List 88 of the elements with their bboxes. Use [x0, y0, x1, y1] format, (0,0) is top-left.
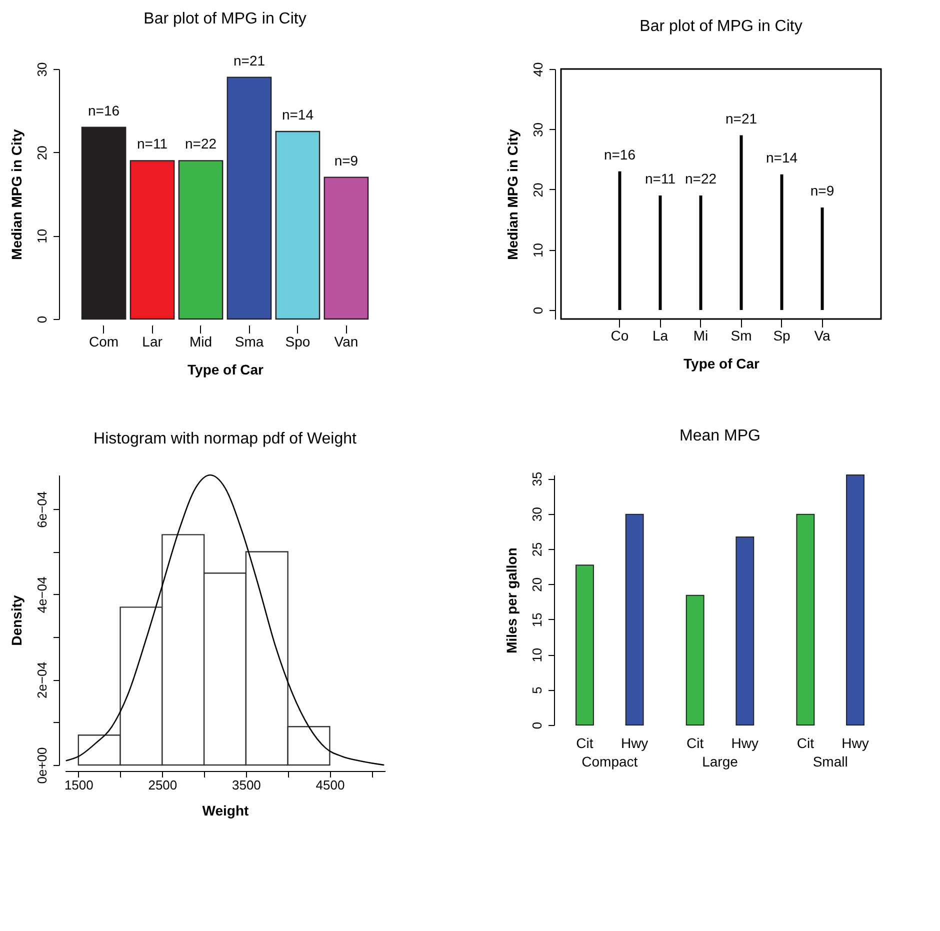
y-tick-label: 15 [530, 612, 544, 628]
y-tick-label: 2e−04 [34, 662, 50, 698]
bar [820, 208, 824, 310]
y-tick-label: 25 [530, 542, 544, 557]
bar [625, 514, 644, 726]
x-axis-title: Type of Car [684, 356, 760, 372]
y-tick-label: 40 [530, 62, 546, 77]
x-tick-label: Mi [693, 328, 708, 344]
annotation: n=16 [88, 102, 120, 118]
annotation: n=14 [282, 106, 314, 122]
bar [576, 564, 594, 726]
chart-title: Mean MPG [680, 427, 760, 444]
x-tick-label: Spo [285, 334, 310, 350]
x-axis-title: Type of Car [188, 362, 264, 378]
chart-title: Histogram with normap pdf of Weight [94, 430, 358, 448]
x-tick-label: Lar [142, 334, 163, 350]
annotation: n=11 [644, 170, 676, 187]
x-tick-label: Van [334, 334, 358, 350]
annotation: n=9 [334, 152, 358, 168]
y-tick-label: 0 [530, 306, 546, 314]
x-tick-label: Co [610, 328, 629, 344]
bar [740, 135, 743, 310]
chart-title: Bar plot of MPG in City [640, 18, 802, 35]
y-tick-label: 10 [530, 648, 544, 662]
bar [846, 474, 864, 726]
y-axis-title: Median MPG in City [504, 128, 520, 260]
y-tick-label: 4e−04 [34, 576, 50, 614]
bar [796, 514, 815, 726]
y-tick-label: 20 [530, 577, 544, 592]
y-tick-label: 0e+00 [34, 747, 50, 784]
y-tick-label: 0 [34, 316, 50, 324]
chart-title: Bar plot of MPG in City [144, 10, 306, 28]
y-tick-label: 30 [530, 122, 546, 137]
y-tick-label: 5 [530, 686, 544, 694]
bar [226, 76, 272, 320]
text: Hwy [842, 735, 869, 751]
bar [130, 160, 175, 320]
y-tick-label: 20 [34, 146, 50, 160]
y-tick-label: 30 [34, 62, 50, 77]
x-tick-label: 3500 [232, 778, 261, 792]
annotation: n=21 [233, 52, 266, 68]
y-tick-label: 10 [530, 242, 546, 258]
x-tick-label: Compact [582, 754, 638, 770]
text: Cit [796, 735, 814, 751]
x-tick-label: 4500 [316, 778, 345, 792]
annotation: n=22 [684, 170, 717, 187]
x-tick-label: Large [702, 754, 738, 770]
bar [658, 196, 662, 310]
x-tick-label: 1500 [64, 778, 94, 792]
bar [736, 536, 754, 726]
annotation: n=14 [766, 149, 798, 166]
y-tick-label: 35 [530, 472, 544, 486]
bar [686, 594, 704, 726]
x-tick-label: 2500 [148, 778, 178, 792]
y-tick-label: 30 [530, 507, 544, 522]
series-label: Cit [576, 735, 594, 751]
text: Hwy [731, 735, 759, 751]
annotation: n=16 [604, 146, 636, 162]
bar [81, 126, 126, 320]
y-axis-title: Density [8, 595, 24, 646]
annotation: n=21 [725, 110, 758, 126]
x-tick-label: La [652, 328, 668, 344]
x-tick-label: Sma [234, 334, 264, 350]
series-label: Hwy [620, 735, 648, 751]
bar [699, 196, 702, 310]
x-tick-label: Va [814, 328, 831, 344]
bar [324, 176, 369, 320]
bar [780, 174, 784, 310]
bar [618, 171, 622, 310]
x-tick-label: Sp [773, 328, 791, 344]
x-axis-title: Weight [202, 802, 250, 818]
x-tick-label: Small [812, 754, 848, 770]
annotation: n=22 [184, 136, 217, 152]
y-tick-label: 6e−04 [34, 491, 50, 528]
line-series [65, 474, 385, 766]
x-tick-label: Sm [730, 328, 752, 344]
x-tick-label: Mid [189, 334, 212, 350]
annotation: n=9 [810, 182, 834, 199]
x-tick-label: Com [89, 334, 119, 350]
y-axis-title: Miles per gallon [504, 548, 520, 654]
bar [178, 160, 224, 320]
y-tick-label: 0 [530, 722, 544, 730]
bar [275, 130, 320, 320]
text: Cit [686, 735, 704, 751]
y-tick-label: 10 [34, 228, 50, 244]
y-axis-title: Median MPG in City [8, 128, 24, 260]
y-tick-label: 20 [530, 182, 546, 198]
annotation: n=11 [137, 136, 168, 152]
